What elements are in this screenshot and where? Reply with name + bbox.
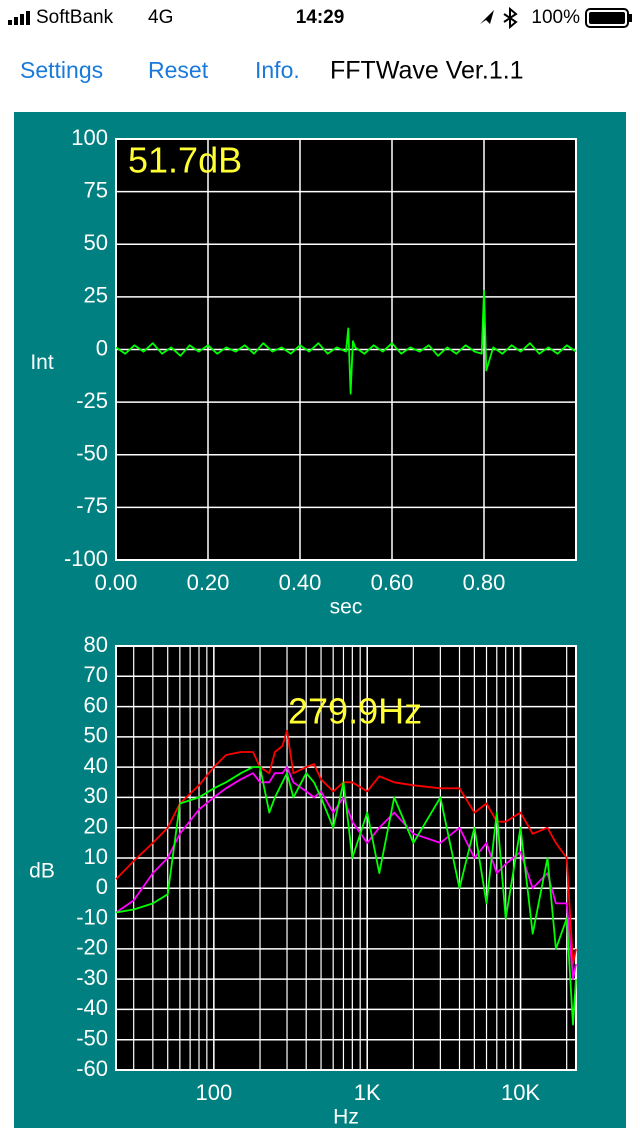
y-tick-label: -100 [64, 546, 108, 571]
y-tick-label: 40 [84, 753, 108, 778]
info-button[interactable]: Info. [255, 57, 300, 83]
x-tick-label: 0.60 [371, 570, 414, 595]
y-tick-label: 80 [84, 632, 108, 657]
battery-percent: 100% [531, 7, 580, 28]
x-tick-label: 0.80 [463, 570, 506, 595]
network: 4G [148, 7, 173, 28]
x-tick-label: 10K [501, 1080, 540, 1105]
bluetooth-icon [503, 6, 518, 30]
annotation: 51.7dB [128, 140, 242, 181]
x-axis-label: sec [330, 596, 363, 619]
data-line [115, 729, 577, 965]
x-tick-label: 0.00 [95, 570, 138, 595]
y-axis-label: dB [29, 860, 55, 883]
data-line [115, 766, 577, 1026]
y-tick-label: -10 [76, 904, 108, 929]
y-tick-label: 20 [84, 814, 108, 839]
y-tick-label: 50 [84, 723, 108, 748]
data-line [115, 289, 577, 395]
y-axis-label: Int [30, 351, 54, 374]
y-tick-label: 100 [71, 125, 108, 150]
x-tick-label: 100 [196, 1080, 233, 1105]
y-tick-label: 30 [84, 783, 108, 808]
y-tick-label: -25 [76, 388, 108, 413]
y-tick-label: 50 [84, 230, 108, 255]
y-tick-label: -40 [76, 995, 108, 1020]
y-tick-label: 75 [84, 177, 108, 202]
y-tick-label: 0 [96, 874, 108, 899]
signal-icon [8, 11, 30, 25]
reset-button[interactable]: Reset [148, 57, 209, 83]
y-tick-label: 70 [84, 662, 108, 687]
y-tick-label: 25 [84, 283, 108, 308]
time: 14:29 [296, 7, 345, 28]
y-tick-label: 0 [96, 335, 108, 360]
y-tick-label: -75 [76, 493, 108, 518]
x-tick-label: 1K [354, 1080, 381, 1105]
x-tick-label: 0.40 [279, 570, 322, 595]
app-title: FFTWave Ver.1.1 [330, 57, 524, 85]
x-axis-label: Hz [333, 1106, 359, 1129]
y-tick-label: 10 [84, 844, 108, 869]
annotation: 279.9Hz [288, 691, 422, 732]
y-tick-label: -30 [76, 965, 108, 990]
y-tick-label: -20 [76, 935, 108, 960]
x-tick-label: 0.20 [187, 570, 230, 595]
y-tick-label: 60 [84, 692, 108, 717]
y-tick-label: -50 [76, 441, 108, 466]
y-tick-label: -50 [76, 1026, 108, 1051]
settings-button[interactable]: Settings [20, 57, 103, 83]
carrier: SoftBank [36, 7, 114, 28]
battery-icon [585, 8, 632, 28]
y-tick-label: -60 [76, 1056, 108, 1081]
location-icon [480, 10, 494, 24]
